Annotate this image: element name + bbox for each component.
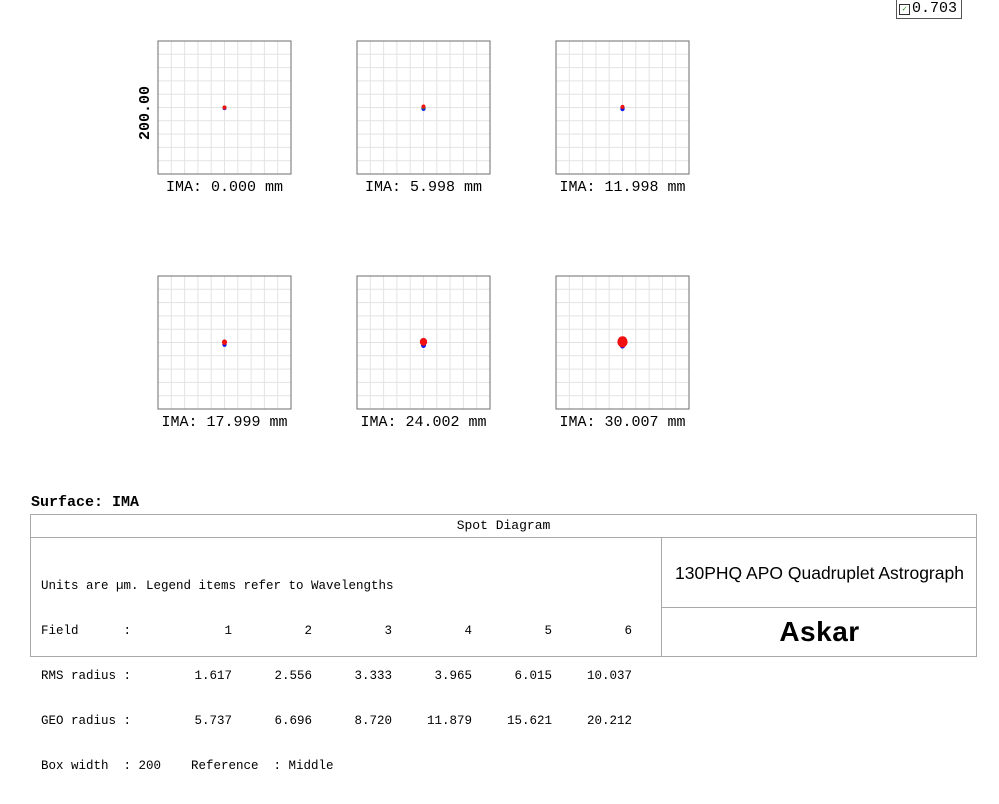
spot-box-frame	[555, 275, 690, 410]
geo-row: GEO radius : 5.737 6.696 8.720 11.879 15…	[41, 714, 632, 728]
box-width-line: Box width : 200 Reference : Middle	[41, 759, 334, 773]
rms-row: RMS radius : 1.617 2.556 3.333 3.965 6.0…	[41, 669, 632, 683]
panel-title: Spot Diagram	[31, 515, 976, 538]
spot-red	[617, 336, 628, 348]
title-block: 130PHQ APO Quadruplet Astrograph Askar	[661, 538, 977, 656]
units-line: Units are µm. Legend items refer to Wave…	[41, 579, 394, 593]
checkbox-icon: ✓	[899, 4, 910, 15]
spot-red	[221, 339, 228, 345]
spot-red	[222, 105, 227, 110]
spot-box-frame	[555, 40, 690, 175]
spot-red	[419, 337, 428, 346]
field-row: Field : 1 2 3 4 5 6	[41, 624, 632, 638]
spot-box-frame	[157, 275, 292, 410]
panel-label: IMA: 0.000 mm	[166, 179, 283, 196]
info-panel: Spot Diagram Units are µm. Legend items …	[30, 514, 977, 773]
panel-label: IMA: 30.007 mm	[559, 414, 685, 431]
surface-title: Surface: IMA	[31, 494, 140, 511]
spot-diagram-plot: IMA: 0.000 mm IMA: 5.998 mm IMA: 11.998 mm…	[137, 40, 690, 431]
panel-label: IMA: 5.998 mm	[365, 179, 482, 196]
spot-box-frame	[356, 275, 491, 410]
spot-box-frame	[356, 40, 491, 175]
spot-box-frame	[157, 40, 292, 175]
value-badge-text: 0.703	[912, 0, 958, 17]
spot-red	[421, 104, 426, 109]
askar-logo: Askar	[779, 616, 860, 647]
design-name: 130PHQ APO Quadruplet Astrograph	[662, 538, 977, 608]
value-badge: ✓ 0.703	[896, 0, 963, 19]
scale-label: 200.00	[137, 86, 154, 140]
info-block: Units are µm. Legend items refer to Wave…	[41, 549, 632, 804]
spot-red	[620, 104, 625, 109]
panel-label: IMA: 17.999 mm	[161, 414, 287, 431]
panel-label: IMA: 24.002 mm	[360, 414, 486, 431]
panel-label: IMA: 11.998 mm	[559, 179, 685, 196]
